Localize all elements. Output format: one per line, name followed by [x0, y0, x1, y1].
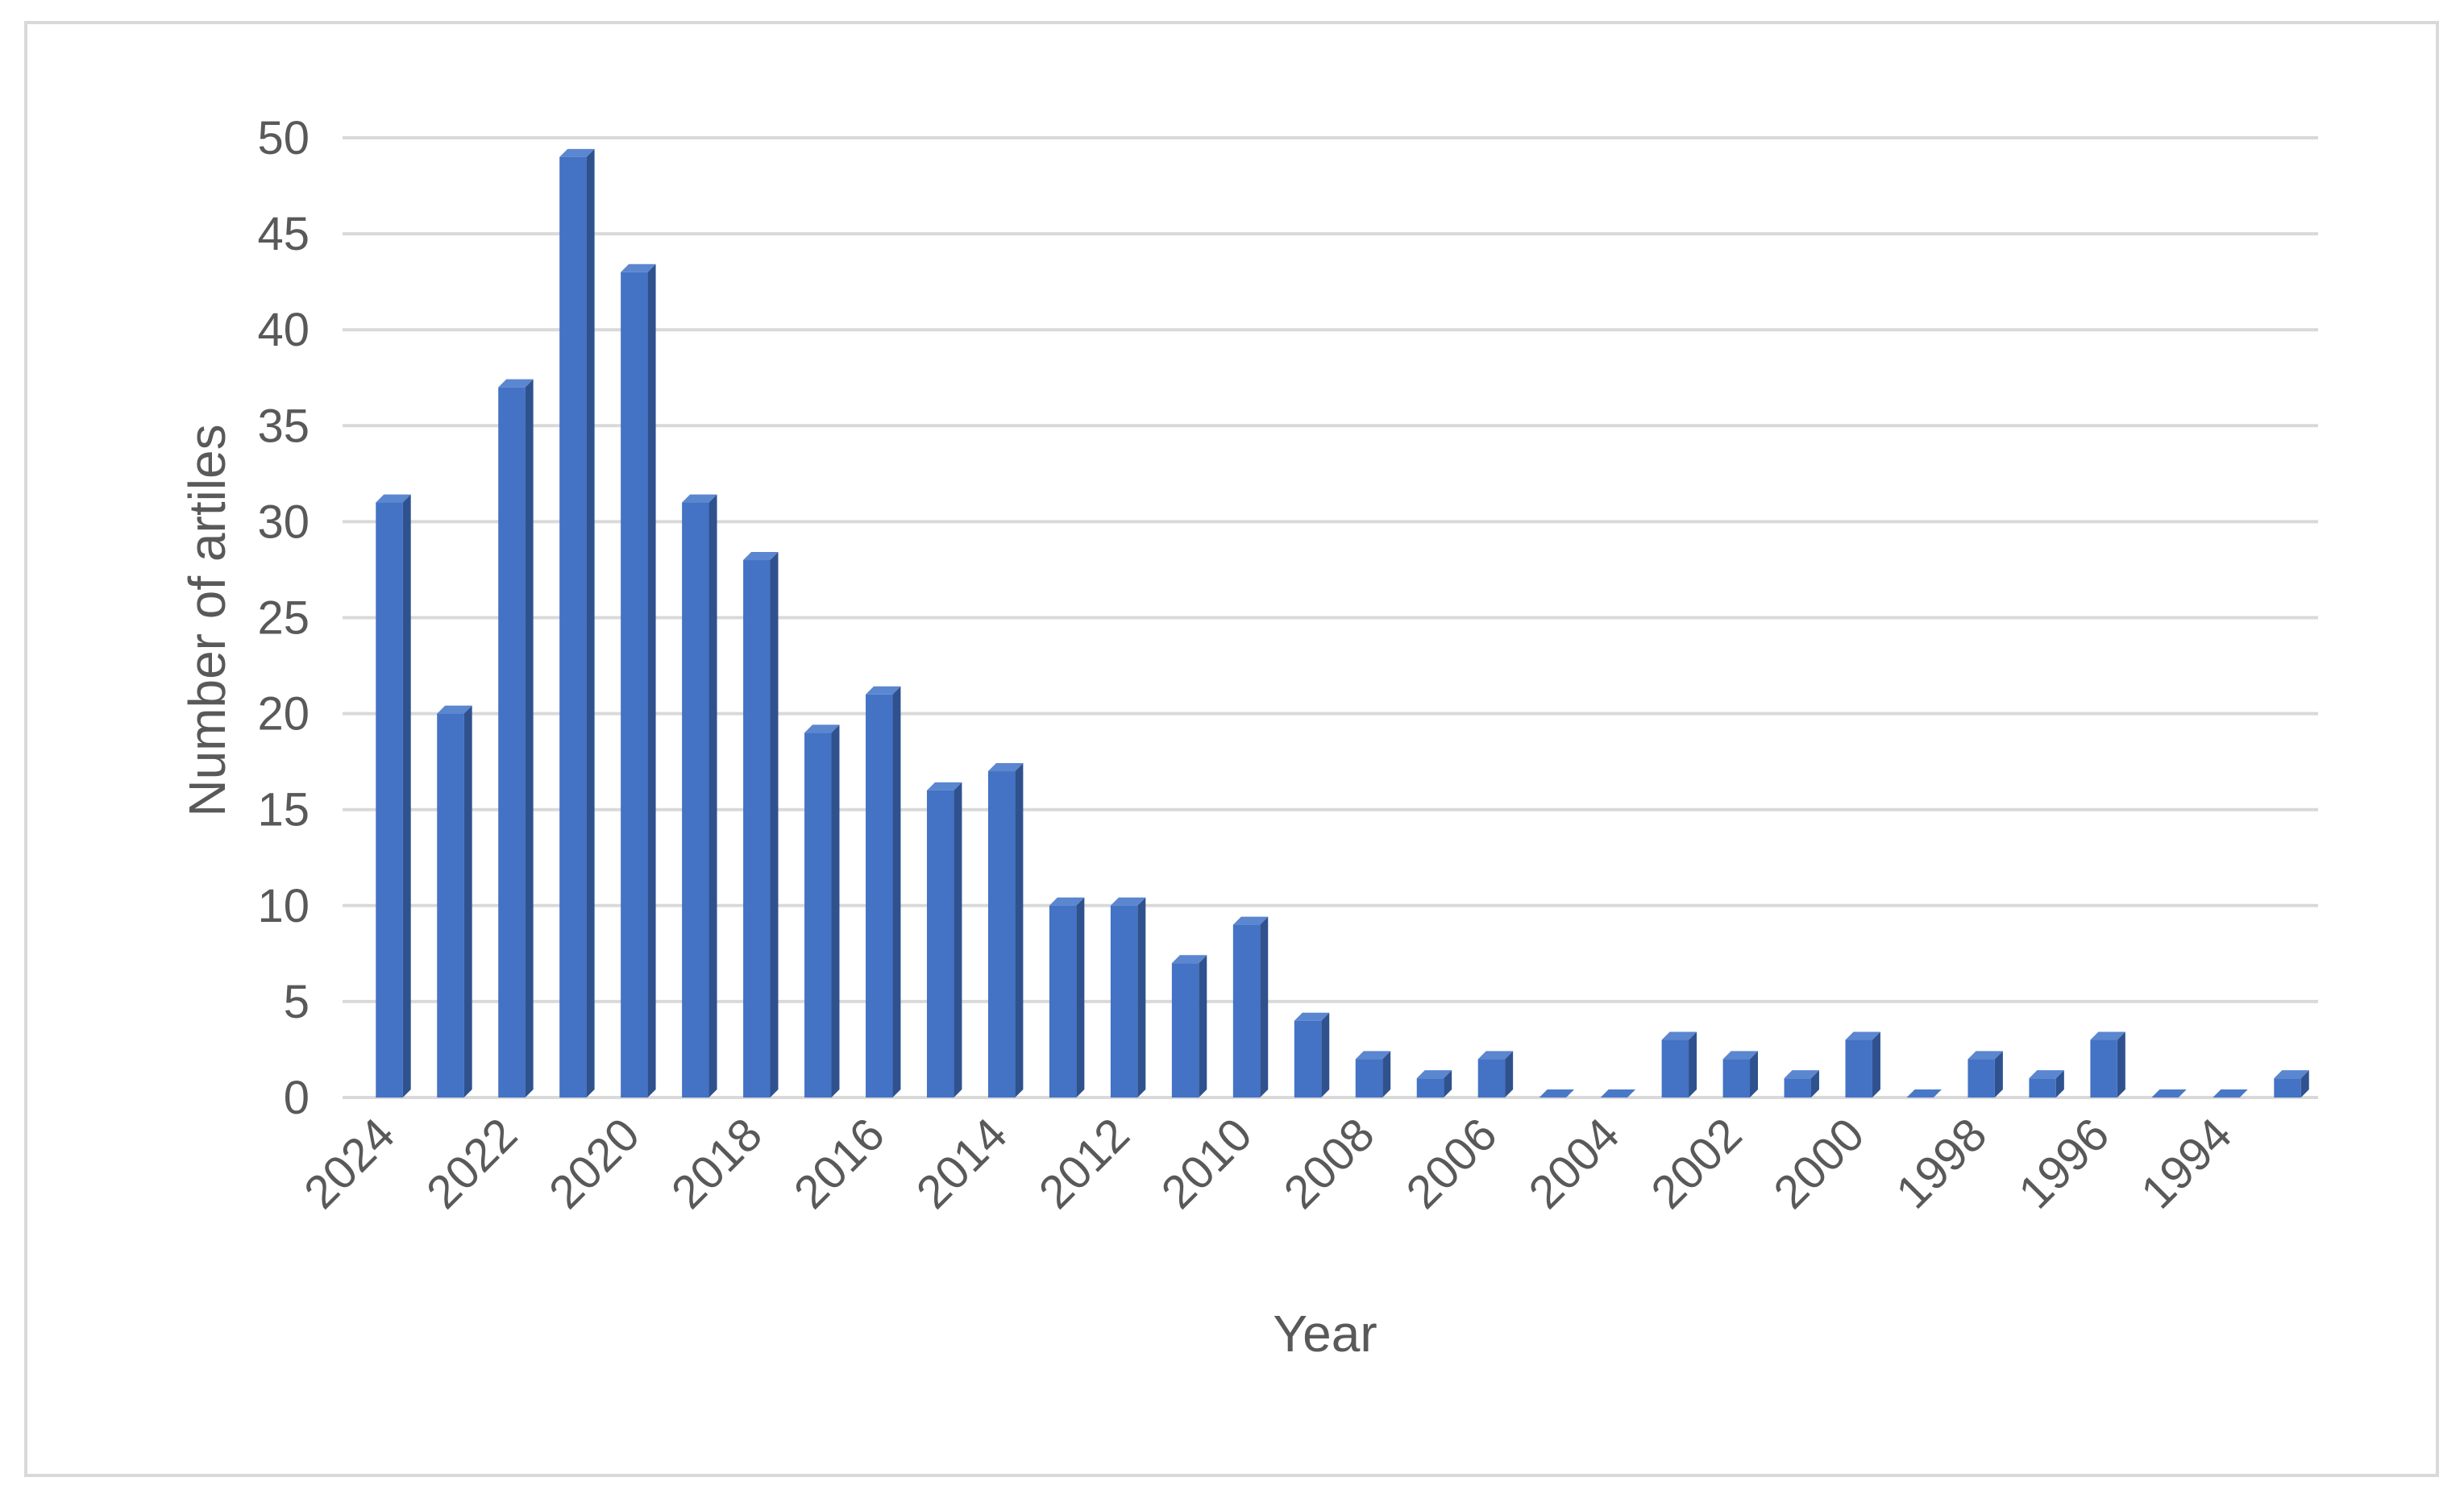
x-tick-label: 2010	[1152, 1108, 1262, 1218]
bar	[559, 148, 595, 1098]
bar	[498, 379, 534, 1098]
bar	[1294, 1012, 1330, 1098]
bar	[1906, 1089, 1942, 1098]
bar	[804, 724, 840, 1098]
y-tick-label: 15	[257, 784, 310, 836]
y-tick-label: 10	[257, 880, 310, 932]
chart-frame: 0 5 10 15 20 25 30 35 40 45 50 2024 2022 2020 2018 201…	[24, 21, 2439, 1477]
bar	[2274, 1070, 2309, 1098]
x-tick-label: 1998	[1886, 1108, 1997, 1218]
bar	[2029, 1070, 2064, 1098]
bar	[1661, 1031, 1697, 1098]
bar	[1171, 955, 1207, 1098]
y-tick-label: 5	[284, 976, 310, 1028]
x-tick-label: 2008	[1274, 1108, 1384, 1218]
y-tick-label: 0	[284, 1072, 310, 1124]
bar	[1049, 897, 1085, 1098]
y-tick-label: 30	[257, 496, 310, 548]
x-tick-label: 2002	[1641, 1108, 1751, 1218]
bar	[1355, 1051, 1391, 1098]
bar	[1110, 897, 1146, 1098]
x-tick-label: 2020	[539, 1108, 650, 1218]
x-tick-label: 2018	[662, 1108, 772, 1218]
x-tick-label: 2000	[1764, 1108, 1874, 1218]
y-tick-label: 40	[257, 304, 310, 356]
bar	[987, 763, 1024, 1098]
x-tick-label: 2004	[1519, 1108, 1629, 1218]
x-tick-label: 1994	[2131, 1108, 2242, 1218]
y-tick-label: 50	[257, 112, 310, 164]
y-tick-label: 45	[257, 208, 310, 260]
bars	[376, 148, 2309, 1098]
y-axis-title: Number of artiles	[178, 424, 236, 816]
x-tick-label: 2014	[907, 1108, 1017, 1218]
y-tick-label: 25	[257, 592, 310, 645]
y-tick-label: 20	[257, 688, 310, 741]
bar	[926, 782, 962, 1098]
x-axis-title: Year	[1273, 1305, 1377, 1363]
bar	[682, 494, 717, 1098]
bar	[1784, 1070, 1819, 1098]
bar	[1600, 1089, 1636, 1098]
x-tick-label: 2006	[1396, 1108, 1506, 1218]
y-axis-ticks: 0 5 10 15 20 25 30 35 40 45 50	[257, 112, 310, 1124]
x-tick-label: 2012	[1029, 1108, 1140, 1218]
bar	[2213, 1089, 2248, 1098]
x-tick-label: 2016	[784, 1108, 895, 1218]
x-tick-label: 1996	[2009, 1108, 2119, 1218]
x-tick-label: 2024	[294, 1108, 405, 1218]
bar	[1477, 1051, 1514, 1098]
x-axis-ticks: 2024 2022 2020 2018 2016 2014 2012 2010 2008 2006…	[294, 1108, 2242, 1218]
bar	[376, 494, 411, 1098]
bar	[2151, 1089, 2187, 1098]
bar	[1416, 1070, 1452, 1098]
bar	[1722, 1051, 1759, 1098]
y-tick-label: 35	[257, 400, 310, 452]
bar	[2090, 1031, 2125, 1098]
bar	[743, 552, 779, 1098]
bar	[1232, 916, 1269, 1098]
bar	[621, 263, 656, 1098]
bar	[866, 686, 901, 1098]
bar	[1539, 1089, 1575, 1098]
gridlines	[343, 136, 2318, 1099]
bar	[1845, 1031, 1880, 1098]
bar	[1967, 1051, 2003, 1098]
x-tick-label: 2022	[417, 1108, 527, 1218]
bar	[437, 705, 472, 1098]
